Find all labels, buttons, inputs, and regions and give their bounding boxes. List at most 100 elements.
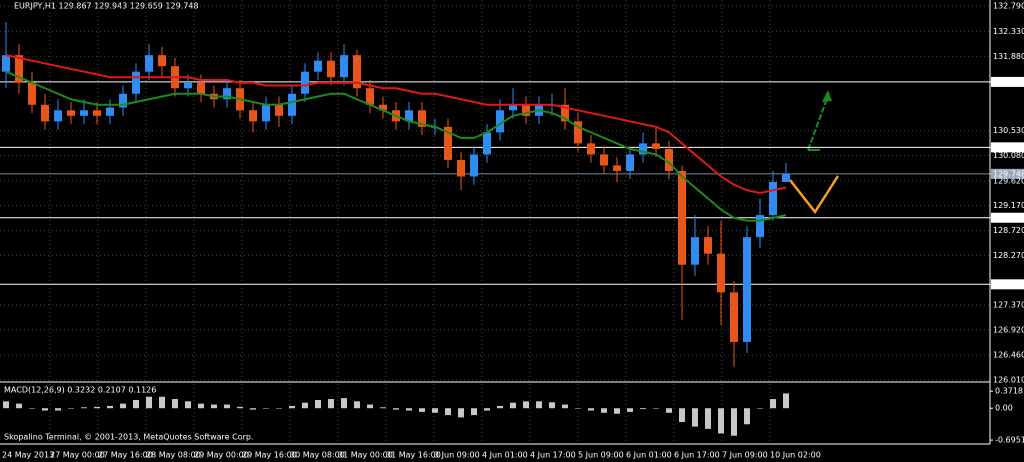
histogram-bar xyxy=(744,408,750,425)
y-tick-label: 131.415 xyxy=(993,77,1024,86)
x-tick-label: 5 Jun 09:00 xyxy=(578,451,624,460)
candle-body xyxy=(626,154,634,171)
histogram-bar xyxy=(94,406,100,409)
histogram-bar xyxy=(328,399,334,409)
histogram-bar xyxy=(354,401,360,409)
candle-body xyxy=(106,107,114,116)
y-tick-label: 129.620 xyxy=(993,176,1024,185)
histogram-bar xyxy=(432,408,438,413)
candle-body xyxy=(691,237,699,265)
candle-body xyxy=(782,173,790,183)
histogram-bar xyxy=(484,408,490,411)
moving-average xyxy=(5,54,787,195)
candle-body xyxy=(704,237,712,254)
histogram-bar xyxy=(614,408,620,414)
candle-body xyxy=(301,71,309,94)
x-tick-label: 27 May 16:00 xyxy=(98,451,153,460)
candle-body xyxy=(366,88,374,105)
candle-body xyxy=(223,88,231,100)
candle-body xyxy=(184,82,192,89)
histogram-bar xyxy=(276,408,282,409)
candle-body xyxy=(197,82,205,94)
histogram-bar xyxy=(445,408,451,416)
histogram-bar xyxy=(562,404,568,409)
candle-body xyxy=(756,215,764,238)
x-tick-label: 28 May 08:00 xyxy=(146,451,201,460)
x-tick-label: 27 May 00:00 xyxy=(50,451,105,460)
candle-body xyxy=(93,110,101,116)
y-tick-label: 0.00 xyxy=(995,404,1013,413)
candle-body xyxy=(327,60,335,78)
candle-body xyxy=(769,182,777,216)
candle-body xyxy=(457,159,465,177)
histogram-bar xyxy=(601,408,607,413)
candle-body xyxy=(522,104,530,116)
histogram-bar xyxy=(510,402,516,409)
chart-title: EURJPY,H1 129.867 129.943 129.659 129.74… xyxy=(14,2,199,11)
candle-body xyxy=(665,148,673,171)
x-tick-label: 31 May 00:00 xyxy=(338,451,393,460)
candle-body xyxy=(288,93,296,116)
histogram-bar xyxy=(393,408,399,410)
histogram-bar xyxy=(640,408,646,410)
candle-body xyxy=(275,104,283,116)
candle-body xyxy=(470,154,478,177)
histogram-bar xyxy=(549,402,555,409)
candle-body xyxy=(639,143,647,155)
x-tick-label: 4 Jun 01:00 xyxy=(482,451,528,460)
annotation-arrowhead xyxy=(822,90,832,102)
candle-body xyxy=(28,82,36,105)
candle-body xyxy=(743,237,751,342)
histogram-bar xyxy=(783,393,789,409)
x-tick-label: 6 Jun 01:00 xyxy=(626,451,672,460)
y-tick-label: 126.920 xyxy=(993,325,1024,334)
histogram-bar xyxy=(692,408,698,427)
candle-body xyxy=(587,143,595,155)
y-tick-label: 127.745 xyxy=(993,280,1024,289)
histogram-bar xyxy=(198,403,204,409)
histogram-bar xyxy=(731,408,737,436)
candle-body xyxy=(574,121,582,144)
histogram-bar xyxy=(3,401,9,409)
candle-body xyxy=(249,110,257,122)
y-tick-label: 129.170 xyxy=(993,201,1024,210)
y-tick-label: 129.748 xyxy=(993,169,1024,178)
x-tick-label: 24 May 2013 xyxy=(2,451,54,460)
annotation-arrow xyxy=(789,175,840,215)
moving-average xyxy=(5,70,787,222)
candle-body xyxy=(613,165,621,171)
histogram-bar xyxy=(107,405,113,409)
candle-body xyxy=(353,55,361,89)
candle-body xyxy=(561,104,569,122)
candle-body xyxy=(158,55,166,67)
y-tick-label: 126.460 xyxy=(993,351,1024,360)
histogram-bar xyxy=(341,398,347,409)
candle-body xyxy=(379,104,387,111)
histogram-bar xyxy=(653,408,659,409)
candle-body xyxy=(730,292,738,342)
histogram-bar xyxy=(250,408,256,410)
histogram-bar xyxy=(666,408,672,413)
x-tick-label: 7 Jun 09:00 xyxy=(722,451,768,460)
x-tick-label: 4 Jun 17:00 xyxy=(530,451,576,460)
y-tick-label: 130.228 xyxy=(993,143,1024,152)
histogram-bar xyxy=(705,408,711,429)
candle-body xyxy=(67,110,75,116)
histogram-bar xyxy=(575,408,581,409)
histogram-bar xyxy=(263,408,269,409)
histogram-bar xyxy=(81,407,87,409)
y-tick-label: 130.080 xyxy=(993,151,1024,160)
candle-body xyxy=(600,154,608,166)
histogram-bar xyxy=(471,408,477,416)
y-tick-label: 127.370 xyxy=(993,300,1024,309)
y-tick-label: 132.330 xyxy=(993,27,1024,36)
histogram-bar xyxy=(406,408,412,411)
histogram-bar xyxy=(497,405,503,409)
candle-body xyxy=(314,60,322,72)
y-tick-label: 130.530 xyxy=(993,126,1024,135)
histogram-bar xyxy=(679,408,685,422)
x-tick-label: 30 May 08:00 xyxy=(290,451,345,460)
price-label-box xyxy=(991,212,1024,223)
